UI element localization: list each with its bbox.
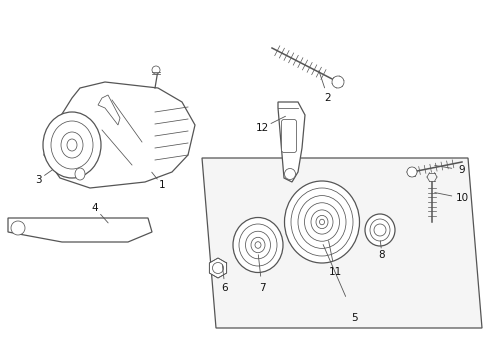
Ellipse shape	[369, 219, 389, 241]
Ellipse shape	[315, 215, 327, 229]
Text: 10: 10	[454, 193, 468, 203]
Ellipse shape	[245, 231, 270, 259]
Text: 5: 5	[351, 313, 358, 323]
Ellipse shape	[61, 132, 83, 158]
Ellipse shape	[51, 121, 93, 169]
Ellipse shape	[232, 217, 283, 273]
Circle shape	[373, 224, 385, 236]
FancyBboxPatch shape	[281, 120, 296, 153]
Circle shape	[11, 221, 25, 235]
Text: 7: 7	[258, 283, 265, 293]
Circle shape	[331, 76, 343, 88]
Ellipse shape	[297, 195, 346, 248]
Ellipse shape	[239, 224, 276, 266]
Circle shape	[406, 167, 416, 177]
Ellipse shape	[290, 188, 352, 256]
Polygon shape	[98, 95, 120, 125]
Ellipse shape	[67, 139, 77, 151]
Ellipse shape	[284, 181, 359, 263]
Text: 1: 1	[159, 180, 165, 190]
Circle shape	[284, 168, 295, 180]
Text: 9: 9	[458, 165, 465, 175]
Ellipse shape	[364, 214, 394, 246]
Circle shape	[152, 66, 160, 74]
Ellipse shape	[304, 203, 339, 241]
Ellipse shape	[310, 210, 332, 234]
Text: 12: 12	[255, 123, 268, 133]
Ellipse shape	[254, 242, 261, 248]
Polygon shape	[44, 82, 195, 188]
Text: 8: 8	[378, 250, 385, 260]
Polygon shape	[8, 218, 152, 242]
Ellipse shape	[75, 168, 85, 180]
Polygon shape	[278, 102, 305, 182]
Polygon shape	[202, 158, 481, 328]
Ellipse shape	[43, 112, 101, 178]
Text: 2: 2	[324, 93, 331, 103]
Text: 11: 11	[328, 267, 341, 277]
Text: 3: 3	[35, 175, 41, 185]
Text: 6: 6	[221, 283, 228, 293]
Polygon shape	[209, 258, 226, 278]
Text: 4: 4	[92, 203, 98, 213]
Circle shape	[212, 262, 223, 274]
Ellipse shape	[319, 219, 324, 225]
Ellipse shape	[250, 237, 264, 253]
